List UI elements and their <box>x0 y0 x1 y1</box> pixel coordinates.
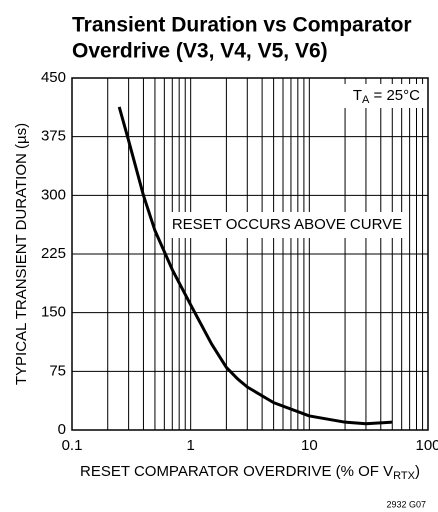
annotation-sub: A <box>362 94 370 106</box>
y-tick-label: 450 <box>41 69 66 86</box>
chart-title: Overdrive (V3, V4, V5, V6) <box>72 40 328 63</box>
annotation-box <box>336 84 424 108</box>
y-tick-label: 150 <box>41 304 66 321</box>
plot-frame <box>71 77 429 431</box>
y-tick-label: 75 <box>49 362 66 379</box>
x-tick-label: 0.1 <box>62 437 83 454</box>
chart-title: Transient Duration vs Comparator <box>72 14 412 37</box>
x-axis-label-main: RESET COMPARATOR OVERDRIVE (% OF V <box>80 463 393 480</box>
annotation: TA = 25°C <box>353 87 420 106</box>
x-axis-label-sub: RTX <box>393 470 415 482</box>
y-tick-label: 300 <box>41 186 66 203</box>
y-tick-label: 0 <box>58 421 66 438</box>
region-label: RESET OCCURS ABOVE CURVE <box>172 216 402 233</box>
x-tick-label: 10 <box>301 437 318 454</box>
data-line <box>117 106 393 426</box>
y-axis-label: TYPICAL TRANSIENT DURATION (µs) <box>13 123 30 385</box>
region-label-box <box>166 212 408 238</box>
x-tick-label: 1 <box>186 437 194 454</box>
x-axis-label-rest: ) <box>415 463 420 480</box>
x-axis-label: RESET COMPARATOR OVERDRIVE (% OF VRTX) <box>80 463 420 482</box>
footnote: 2932 G07 <box>386 499 426 509</box>
y-tick-label: 225 <box>41 245 66 262</box>
annotation-rest: = 25°C <box>369 87 420 104</box>
x-tick-label: 100 <box>415 437 438 454</box>
y-tick-label: 375 <box>41 128 66 145</box>
annotation-main: T <box>353 87 362 104</box>
